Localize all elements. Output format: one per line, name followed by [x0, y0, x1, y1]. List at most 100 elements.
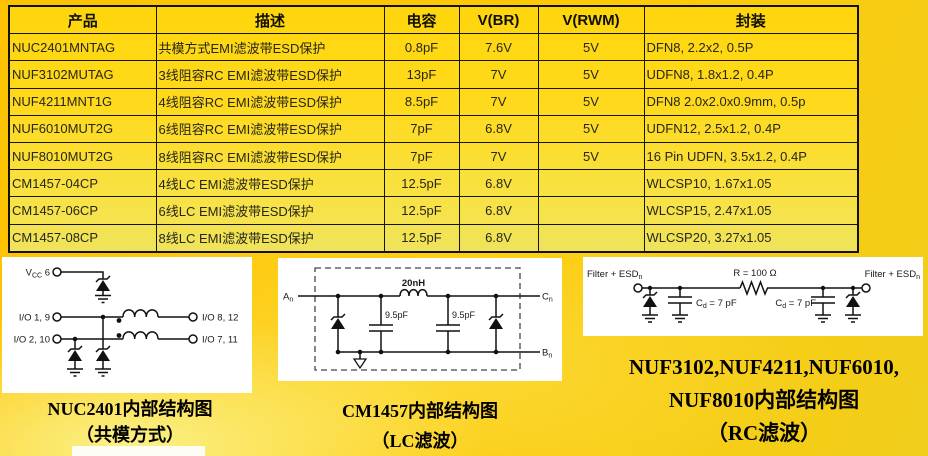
caption-line: NUF8010内部结构图 — [668, 388, 860, 412]
ground-icon — [672, 314, 688, 323]
table-cell: 16 Pin UDFN, 3.5x1.2, 0.4P — [643, 141, 859, 171]
table-cell: 4线阻容RC EMI滤波带ESD保护 — [155, 87, 385, 116]
junction-dot — [850, 285, 856, 291]
slide-edge-strip — [72, 446, 205, 456]
table-cell: 6.8V — [458, 169, 539, 198]
nuf-caption: NUF3102,NUF4211,NUF6010, NUF8010内部结构图 （R… — [600, 351, 928, 450]
device-boundary-box — [314, 267, 521, 371]
junction-dot — [493, 293, 499, 299]
io-zener-cathode — [67, 345, 83, 353]
ground-icon — [95, 368, 111, 377]
caption-line: （共模方式） — [76, 425, 184, 445]
choke-winding-top-icon — [122, 309, 159, 318]
table-cell: 6.8V — [458, 223, 539, 253]
port-bn-label: Bn — [542, 348, 552, 360]
junction-dot — [72, 336, 78, 342]
junction-dot — [378, 293, 384, 299]
resistor-value-label: R = 100 Ω — [733, 268, 776, 279]
col-header-description: 描述 — [155, 5, 385, 35]
table-row: NUC2401MNTAG 共模方式EMI滤波带ESD保护 0.8pF 7.6V 5V DF… — [8, 33, 859, 62]
table-row: NUF6010MUT2G 6线阻容RC EMI滤波带ESD保护 7pF 6.8V 5V U… — [8, 114, 859, 143]
col-header-vbr: V(BR) — [458, 5, 539, 35]
inductor-icon — [399, 288, 428, 297]
junction-dot — [335, 293, 341, 299]
table-cell: NUC2401MNTAG — [8, 33, 157, 62]
table-row: NUF8010MUT2G 8线阻容RC EMI滤波带ESD保护 7pF 7V 5V 16 … — [8, 141, 859, 171]
junction-dot — [677, 285, 683, 291]
resistor-icon — [739, 279, 769, 297]
nuc2401-schematic-panel: VCC 6 I/O 1, 9 I/O 2, 10 I/O 8, 12 I/O 7… — [2, 257, 252, 393]
zener-diode-icon — [643, 296, 657, 307]
caption-line: （RC滤波） — [706, 421, 822, 445]
table-cell — [537, 196, 645, 225]
table-cell: 5V — [537, 141, 645, 171]
terminal-io-7-11 — [188, 334, 198, 344]
ground-icon — [95, 294, 111, 304]
io-1-9-label: I/O 1, 9 — [19, 313, 50, 324]
product-table: 产品 描述 电容 V(BR) V(RWM) 封装 NUC2401MNTAG 共模方… — [8, 5, 859, 253]
vcc-label: VCC 6 — [26, 268, 50, 280]
cm1457-schematic-panel: An Cn Bn 20nH 9.5pF 9.5pF — [278, 258, 562, 381]
table-cell: UDFN12, 2.5x1.2, 0.4P — [643, 114, 859, 143]
vcc-zener-diode-icon — [96, 280, 110, 291]
table-cell: 6线LC EMI滤波带ESD保护 — [155, 196, 385, 225]
table-cell — [537, 169, 645, 198]
capacitor-icon — [369, 296, 393, 352]
left-port-label: Filter + ESDn — [587, 269, 642, 281]
table-cell — [537, 223, 645, 253]
table-cell: 4线LC EMI滤波带ESD保护 — [155, 169, 385, 198]
table-cell: 8.5pF — [383, 87, 460, 116]
table-cell: 7pF — [383, 141, 460, 171]
table-row: NUF4211MNT1G 4线阻容RC EMI滤波带ESD保护 8.5pF 7V 5V D… — [8, 87, 859, 116]
table-cell: NUF6010MUT2G — [8, 114, 157, 143]
table-cell: 7V — [458, 60, 539, 89]
table-cell: 5V — [537, 87, 645, 116]
table-cell: NUF4211MNT1G — [8, 87, 157, 116]
io-zener-cathode — [95, 345, 111, 353]
capacitor-icon — [668, 288, 692, 315]
port-an-label: An — [283, 292, 293, 304]
caption-line: NUC2401内部结构图 — [47, 399, 213, 419]
port-cn-label: Cn — [542, 292, 553, 304]
cap2-value-label: 9.5pF — [452, 310, 476, 320]
caption-line: CM1457内部结构图 — [342, 401, 498, 421]
cm1457-caption: CM1457内部结构图 （LC滤波） — [282, 396, 558, 456]
terminal-io-1-9 — [52, 312, 62, 322]
table-row: NUF3102MUTAG 3线阻容RC EMI滤波带ESD保护 13pF 7V 5V UD… — [8, 60, 859, 89]
cm1457-schematic: An Cn Bn 20nH 9.5pF 9.5pF — [283, 267, 553, 371]
table-cell: CM1457-06CP — [8, 196, 157, 225]
terminal-io-8-12 — [188, 312, 198, 322]
col-header-product: 产品 — [8, 5, 157, 35]
table-cell: 12.5pF — [383, 196, 460, 225]
col-header-package: 封装 — [643, 5, 859, 35]
junction-dot — [378, 349, 384, 355]
table-cell: DFN8, 2.2x2, 0.5P — [643, 33, 859, 62]
vcc-zener-cathode — [95, 275, 111, 283]
table-row: CM1457-04CP 4线LC EMI滤波带ESD保护 12.5pF 6.8V WLC… — [8, 169, 859, 198]
table-row: CM1457-06CP 6线LC EMI滤波带ESD保护 12.5pF 6.8V WLC… — [8, 196, 859, 225]
col-header-capacitance: 电容 — [383, 5, 460, 35]
table-cell: WLCSP15, 2.47x1.05 — [643, 196, 859, 225]
ground-icon — [67, 368, 83, 377]
terminal-io-2-10 — [52, 334, 62, 344]
io-zener-diode-icon — [96, 350, 110, 361]
junction-dot — [493, 349, 499, 355]
caption-line: NUF3102,NUF4211,NUF6010, — [628, 355, 900, 379]
table-cell: 6.8V — [458, 114, 539, 143]
junction-dot — [445, 293, 451, 299]
junction-dot — [820, 285, 826, 291]
nuf-rc-schematic-panel: Filter + ESDn Filter + ESDn R = 100 Ω Cd… — [583, 257, 923, 336]
capacitor-icon — [436, 296, 460, 352]
io-zener-diode-icon — [68, 350, 82, 361]
table-cell: 7pF — [383, 114, 460, 143]
table-cell: WLCSP20, 3.27x1.05 — [643, 223, 859, 253]
col-header-vrwm: V(RWM) — [537, 5, 645, 35]
io-7-11-label: I/O 7, 11 — [202, 335, 238, 346]
table-cell: 6线阻容RC EMI滤波带ESD保护 — [155, 114, 385, 143]
zener-diode-icon — [846, 296, 860, 307]
choke-phase-dot — [116, 333, 122, 338]
right-port-label: Filter + ESDn — [865, 269, 920, 281]
table-cell: 7V — [458, 141, 539, 171]
nuc2401-schematic: VCC 6 I/O 1, 9 I/O 2, 10 I/O 8, 12 I/O 7… — [14, 267, 238, 377]
zener-diode-icon — [331, 318, 345, 329]
